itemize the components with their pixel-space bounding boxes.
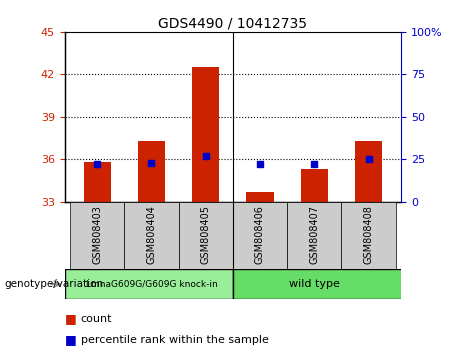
Point [94, 161, 101, 167]
Bar [355, 141, 382, 202]
Bar [341, 202, 396, 269]
Bar [233, 202, 287, 269]
Bar [83, 162, 111, 202]
Text: GSM808408: GSM808408 [364, 205, 373, 264]
Bar [65, 269, 233, 299]
Text: ■: ■ [65, 312, 76, 325]
Text: GSM808403: GSM808403 [92, 205, 102, 264]
Point [148, 160, 155, 166]
Title: GDS4490 / 10412735: GDS4490 / 10412735 [158, 17, 307, 31]
Bar [233, 269, 423, 299]
Text: GSM808406: GSM808406 [255, 205, 265, 264]
Text: LmnaG609G/G609G knock-in: LmnaG609G/G609G knock-in [85, 280, 217, 289]
Text: GSM808405: GSM808405 [201, 205, 211, 264]
Text: wild type: wild type [289, 279, 340, 289]
Point [202, 153, 209, 159]
Point [311, 161, 318, 167]
Bar [178, 202, 233, 269]
Bar [70, 202, 124, 269]
Bar [192, 67, 219, 202]
Text: GSM808407: GSM808407 [309, 205, 319, 264]
Bar [301, 169, 328, 202]
Bar [138, 141, 165, 202]
Text: ■: ■ [65, 333, 76, 346]
Text: count: count [81, 314, 112, 324]
Point [256, 161, 264, 167]
Text: percentile rank within the sample: percentile rank within the sample [81, 335, 269, 345]
Bar [287, 202, 341, 269]
Text: GSM808404: GSM808404 [147, 205, 156, 264]
Point [365, 156, 372, 162]
Bar [246, 192, 273, 202]
Text: genotype/variation: genotype/variation [5, 279, 104, 289]
Bar [124, 202, 178, 269]
